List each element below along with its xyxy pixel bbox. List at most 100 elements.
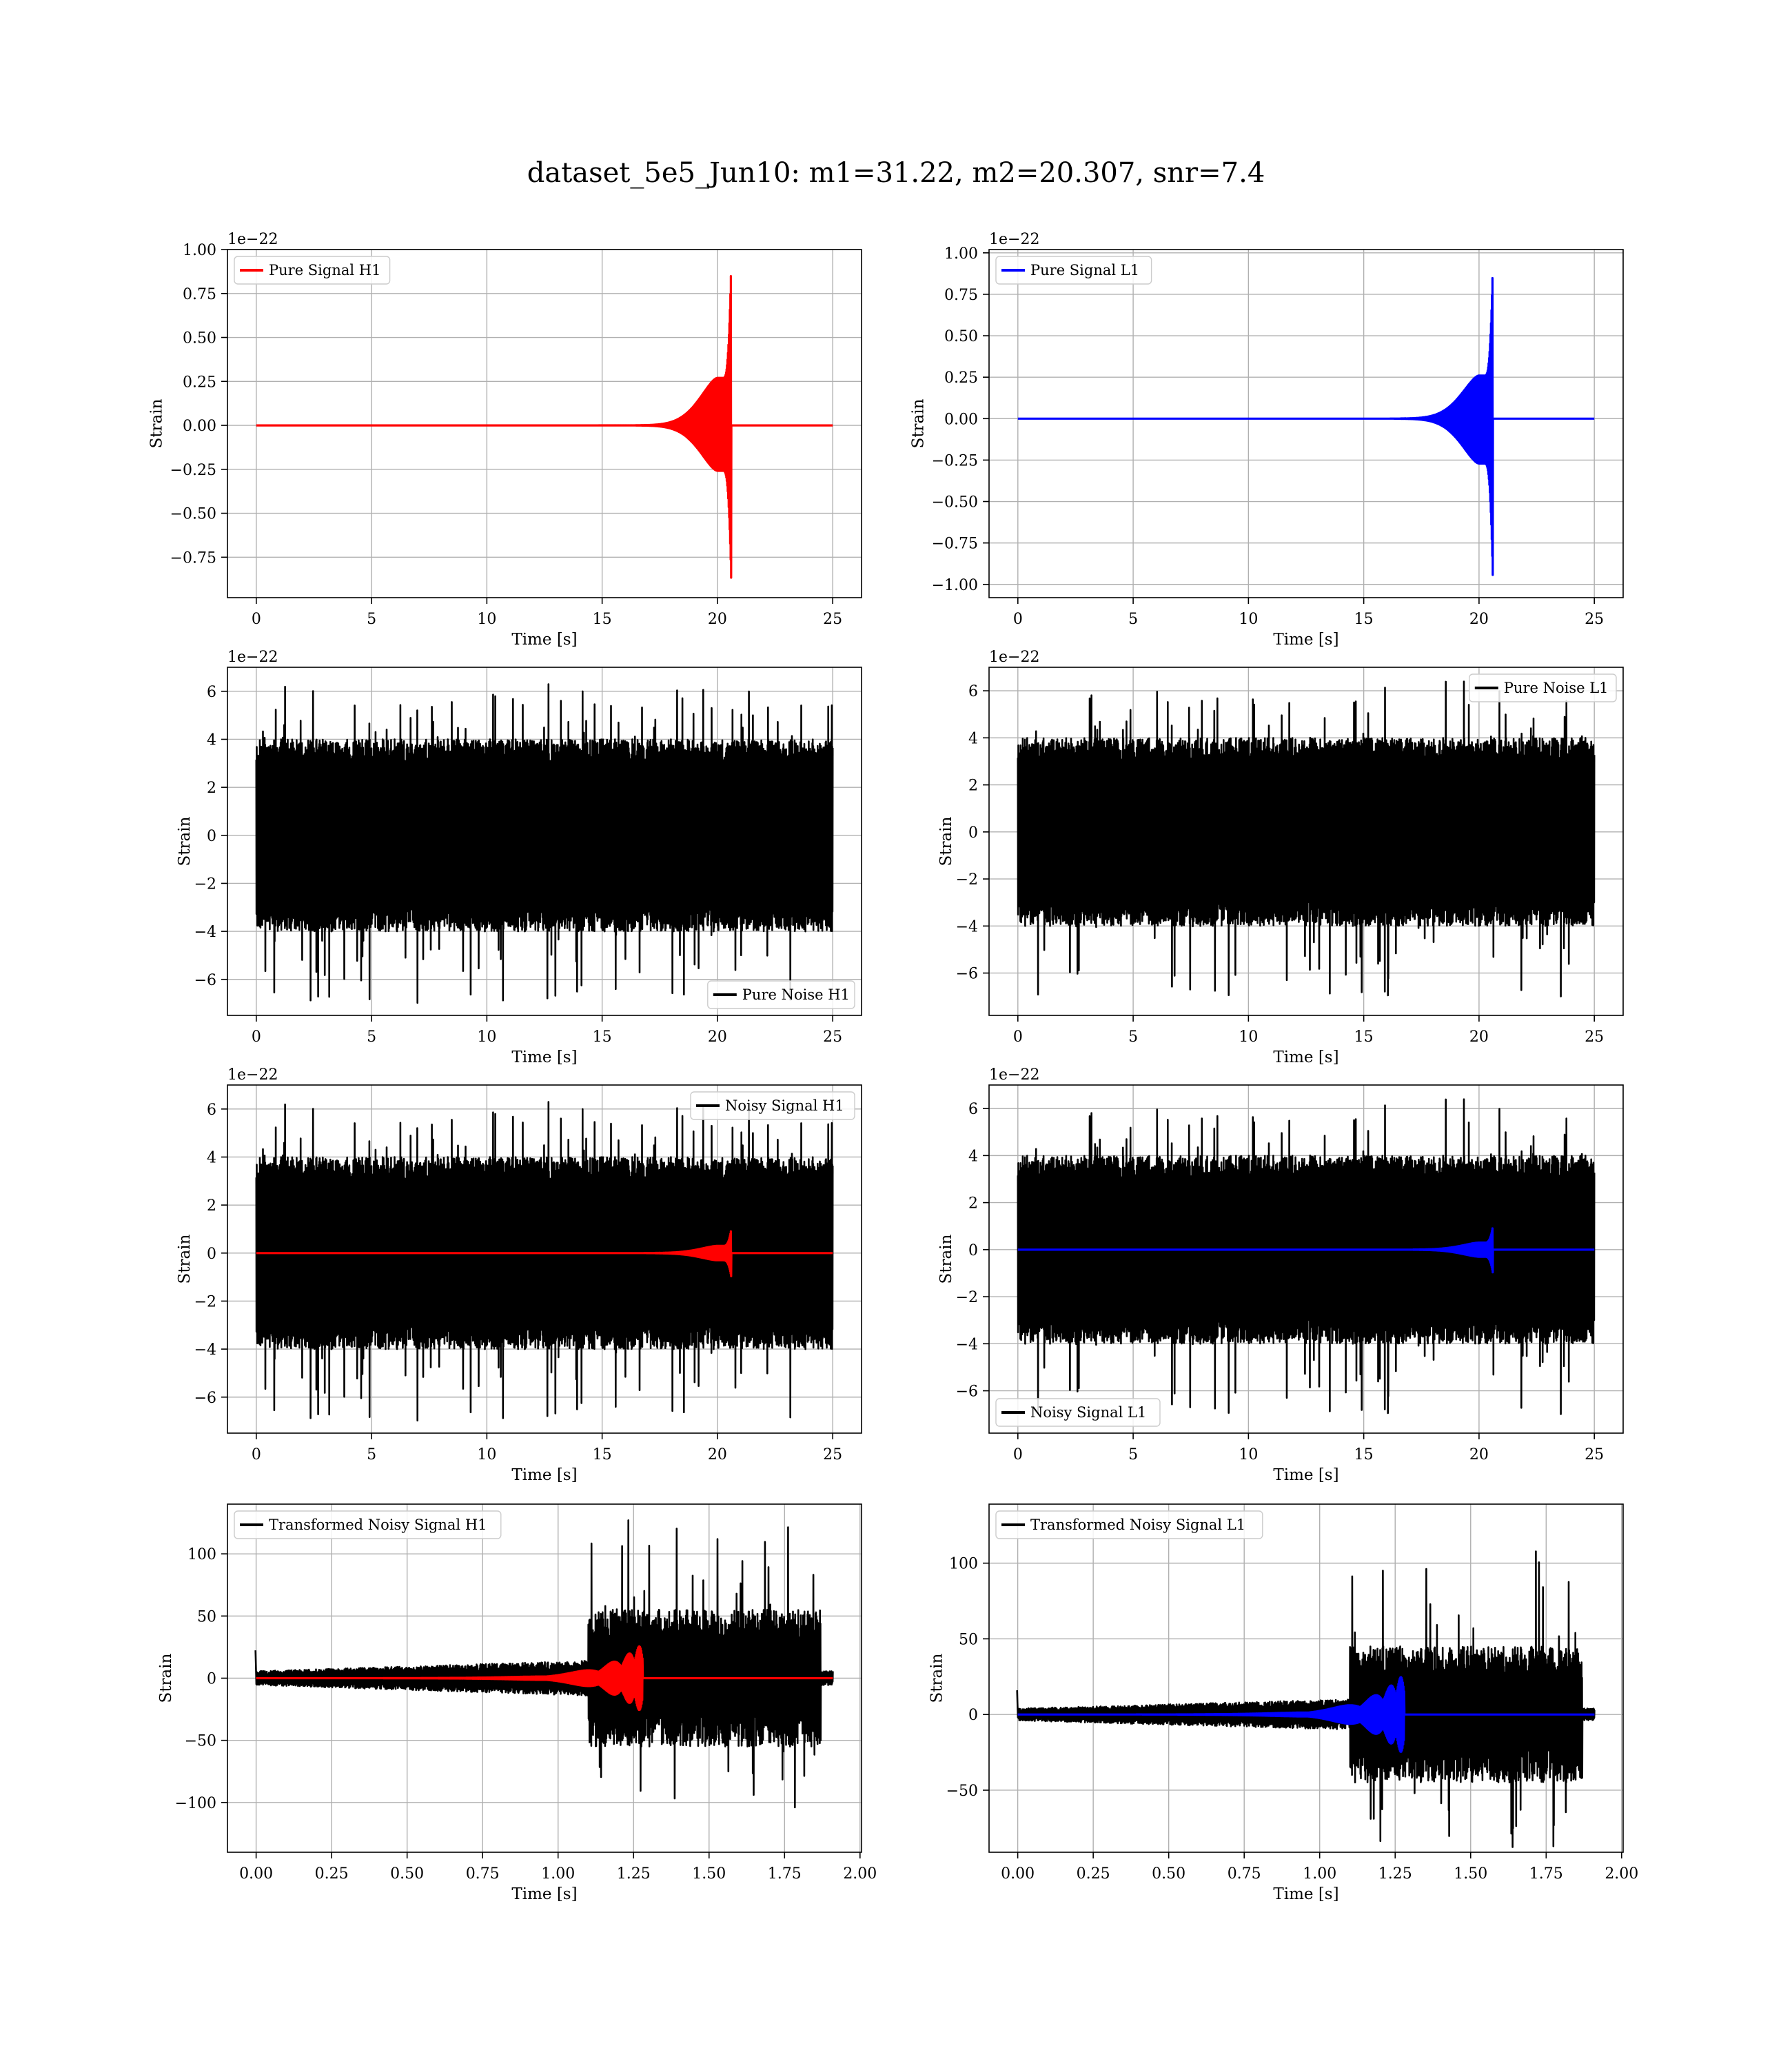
y-tick-label: 50 bbox=[959, 1631, 978, 1648]
y-tick-label: 0.50 bbox=[183, 330, 216, 347]
x-tick-label: 25 bbox=[823, 611, 842, 628]
x-axis-label: Time [s] bbox=[511, 1885, 577, 1903]
plot-area bbox=[1017, 276, 1596, 576]
x-tick-label: 25 bbox=[1585, 1446, 1604, 1463]
x-tick-label: 10 bbox=[477, 611, 496, 628]
legend-label: Transformed Noisy Signal H1 bbox=[269, 1517, 487, 1533]
legend: Pure Noise H1 bbox=[707, 980, 855, 1009]
y-tick-label: −6 bbox=[194, 972, 216, 989]
x-tick-label: 20 bbox=[1469, 1446, 1489, 1463]
x-tick-label: 15 bbox=[1354, 611, 1374, 628]
x-tick-label: 5 bbox=[367, 611, 376, 628]
series-line-transformed-noisy-signal-h1 bbox=[254, 1519, 834, 1809]
x-tick-label: 15 bbox=[593, 1028, 612, 1046]
chart-pure-signal-h1: 0 5 10 15 20 25 −0.75 −0.50 −0.25 0.00 0.25 0.50 0.7… bbox=[148, 231, 862, 649]
legend-box bbox=[1469, 673, 1617, 702]
y-tick-label: 2 bbox=[968, 1195, 978, 1213]
y-tick-label: 6 bbox=[207, 684, 216, 701]
x-tick-label: 25 bbox=[1585, 1028, 1604, 1046]
y-tick-label: 0.25 bbox=[183, 374, 216, 391]
y-tick-label: 2 bbox=[207, 780, 216, 797]
y-tick-label: −4 bbox=[194, 1341, 216, 1359]
x-tick-label: 10 bbox=[1239, 611, 1258, 628]
legend: Pure Signal H1 bbox=[234, 256, 391, 285]
x-tick-label: 0.75 bbox=[466, 1865, 500, 1883]
axes-frame bbox=[988, 667, 1624, 1016]
x-tick-label: 0 bbox=[1013, 611, 1023, 628]
legend-box bbox=[690, 1091, 855, 1120]
axis-offset-text: 1e−22 bbox=[989, 1066, 1039, 1084]
axes-frame bbox=[988, 249, 1624, 598]
legend-label: Pure Noise L1 bbox=[1504, 680, 1609, 696]
x-tick-label: 25 bbox=[823, 1446, 842, 1463]
series-line-noisy-signal-l1 bbox=[1017, 1098, 1596, 1415]
chart-pure-signal-l1: 0 5 10 15 20 25 −1.00 −0.75 −0.50 −0.25 0.00 0.25 0.… bbox=[910, 231, 1624, 649]
x-tick-label: 20 bbox=[708, 1028, 727, 1046]
y-axis-label: Strain bbox=[176, 816, 194, 866]
y-tick-label: −2 bbox=[956, 871, 978, 889]
x-tick-label: 0 bbox=[1013, 1028, 1023, 1046]
legend-box bbox=[995, 256, 1152, 285]
legend-label: Noisy Signal H1 bbox=[725, 1097, 844, 1114]
x-tick-label: 0 bbox=[252, 1028, 261, 1046]
plot-area bbox=[1017, 680, 1596, 997]
x-tick-label: 5 bbox=[367, 1028, 376, 1046]
series-line-overlay-1 bbox=[255, 1230, 834, 1277]
x-tick-label: 20 bbox=[1469, 1028, 1489, 1046]
x-tick-label: 10 bbox=[1239, 1446, 1258, 1463]
y-tick-label: 0 bbox=[968, 824, 978, 842]
y-axis-label: Strain bbox=[176, 1234, 194, 1284]
legend-box bbox=[995, 1510, 1263, 1539]
y-tick-label: −1.00 bbox=[932, 577, 978, 594]
x-tick-label: 15 bbox=[1354, 1028, 1374, 1046]
y-tick-label: −0.25 bbox=[932, 452, 978, 469]
x-tick-label: 25 bbox=[823, 1028, 842, 1046]
plot-area bbox=[255, 275, 834, 579]
x-axis-label: Time [s] bbox=[511, 1466, 577, 1484]
x-tick-label: 5 bbox=[367, 1446, 376, 1463]
x-tick-label: 0.00 bbox=[1001, 1865, 1035, 1883]
y-tick-label: −0.50 bbox=[932, 494, 978, 511]
x-tick-label: 20 bbox=[708, 611, 727, 628]
legend-box bbox=[234, 256, 391, 285]
plot-area bbox=[254, 1519, 834, 1809]
x-tick-label: 5 bbox=[1128, 1446, 1138, 1463]
y-tick-label: −100 bbox=[175, 1795, 216, 1812]
y-tick-label: 4 bbox=[968, 730, 978, 747]
x-tick-label: 2.00 bbox=[1605, 1865, 1638, 1883]
x-tick-label: 1.50 bbox=[1454, 1865, 1487, 1883]
y-tick-label: −50 bbox=[946, 1783, 978, 1800]
series-line-transformed-noisy-signal-l1 bbox=[1016, 1550, 1596, 1848]
axis-offset-text: 1e−22 bbox=[227, 649, 278, 666]
chart-pure-noise-l1: 0 5 10 15 20 25 −6 −4 −2 0 2 4 6 Time [s] Strain 1e−22 P… bbox=[937, 649, 1624, 1066]
y-tick-label: 0.00 bbox=[944, 411, 978, 428]
x-tick-label: 25 bbox=[1585, 611, 1604, 628]
x-tick-label: 1.75 bbox=[1529, 1865, 1563, 1883]
legend-label: Pure Noise H1 bbox=[742, 986, 850, 1003]
series-line-pure-signal-l1 bbox=[1017, 276, 1596, 576]
axes-frame bbox=[988, 1503, 1624, 1853]
x-tick-label: 10 bbox=[1239, 1028, 1258, 1046]
chart-transformed-noisy-signal-h1: 0.00 0.25 0.50 0.75 1.00 1.25 1.50 1.75 2.00 −100… bbox=[157, 1503, 877, 1903]
x-tick-label: 15 bbox=[1354, 1446, 1374, 1463]
legend-label: Pure Signal L1 bbox=[1030, 262, 1139, 278]
legend: Noisy Signal H1 bbox=[690, 1091, 855, 1120]
x-tick-label: 20 bbox=[1469, 611, 1489, 628]
y-axis-label: Strain bbox=[910, 398, 928, 448]
figure-title: dataset_5e5_Jun10: m1=31.22, m2=20.307, … bbox=[527, 157, 1265, 189]
x-axis-label: Time [s] bbox=[1273, 1048, 1338, 1066]
y-tick-label: 0 bbox=[968, 1707, 978, 1724]
y-axis-label: Strain bbox=[937, 816, 955, 866]
axis-offset-text: 1e−22 bbox=[227, 1066, 278, 1084]
series-line-pure-signal-h1 bbox=[255, 275, 834, 579]
chart-noisy-signal-h1: 0 5 10 15 20 25 −6 −4 −2 0 2 4 6 Time [s] Strain 1e−22 N… bbox=[176, 1066, 862, 1484]
y-tick-label: 6 bbox=[968, 683, 978, 700]
y-tick-label: 50 bbox=[197, 1608, 216, 1625]
y-tick-label: 100 bbox=[187, 1546, 216, 1563]
axis-offset-text: 1e−22 bbox=[227, 231, 278, 248]
legend-box bbox=[707, 980, 855, 1009]
y-tick-label: 0.75 bbox=[944, 287, 978, 304]
x-tick-label: 0.00 bbox=[239, 1865, 273, 1883]
y-tick-label: 6 bbox=[207, 1102, 216, 1119]
y-tick-label: −2 bbox=[956, 1289, 978, 1306]
